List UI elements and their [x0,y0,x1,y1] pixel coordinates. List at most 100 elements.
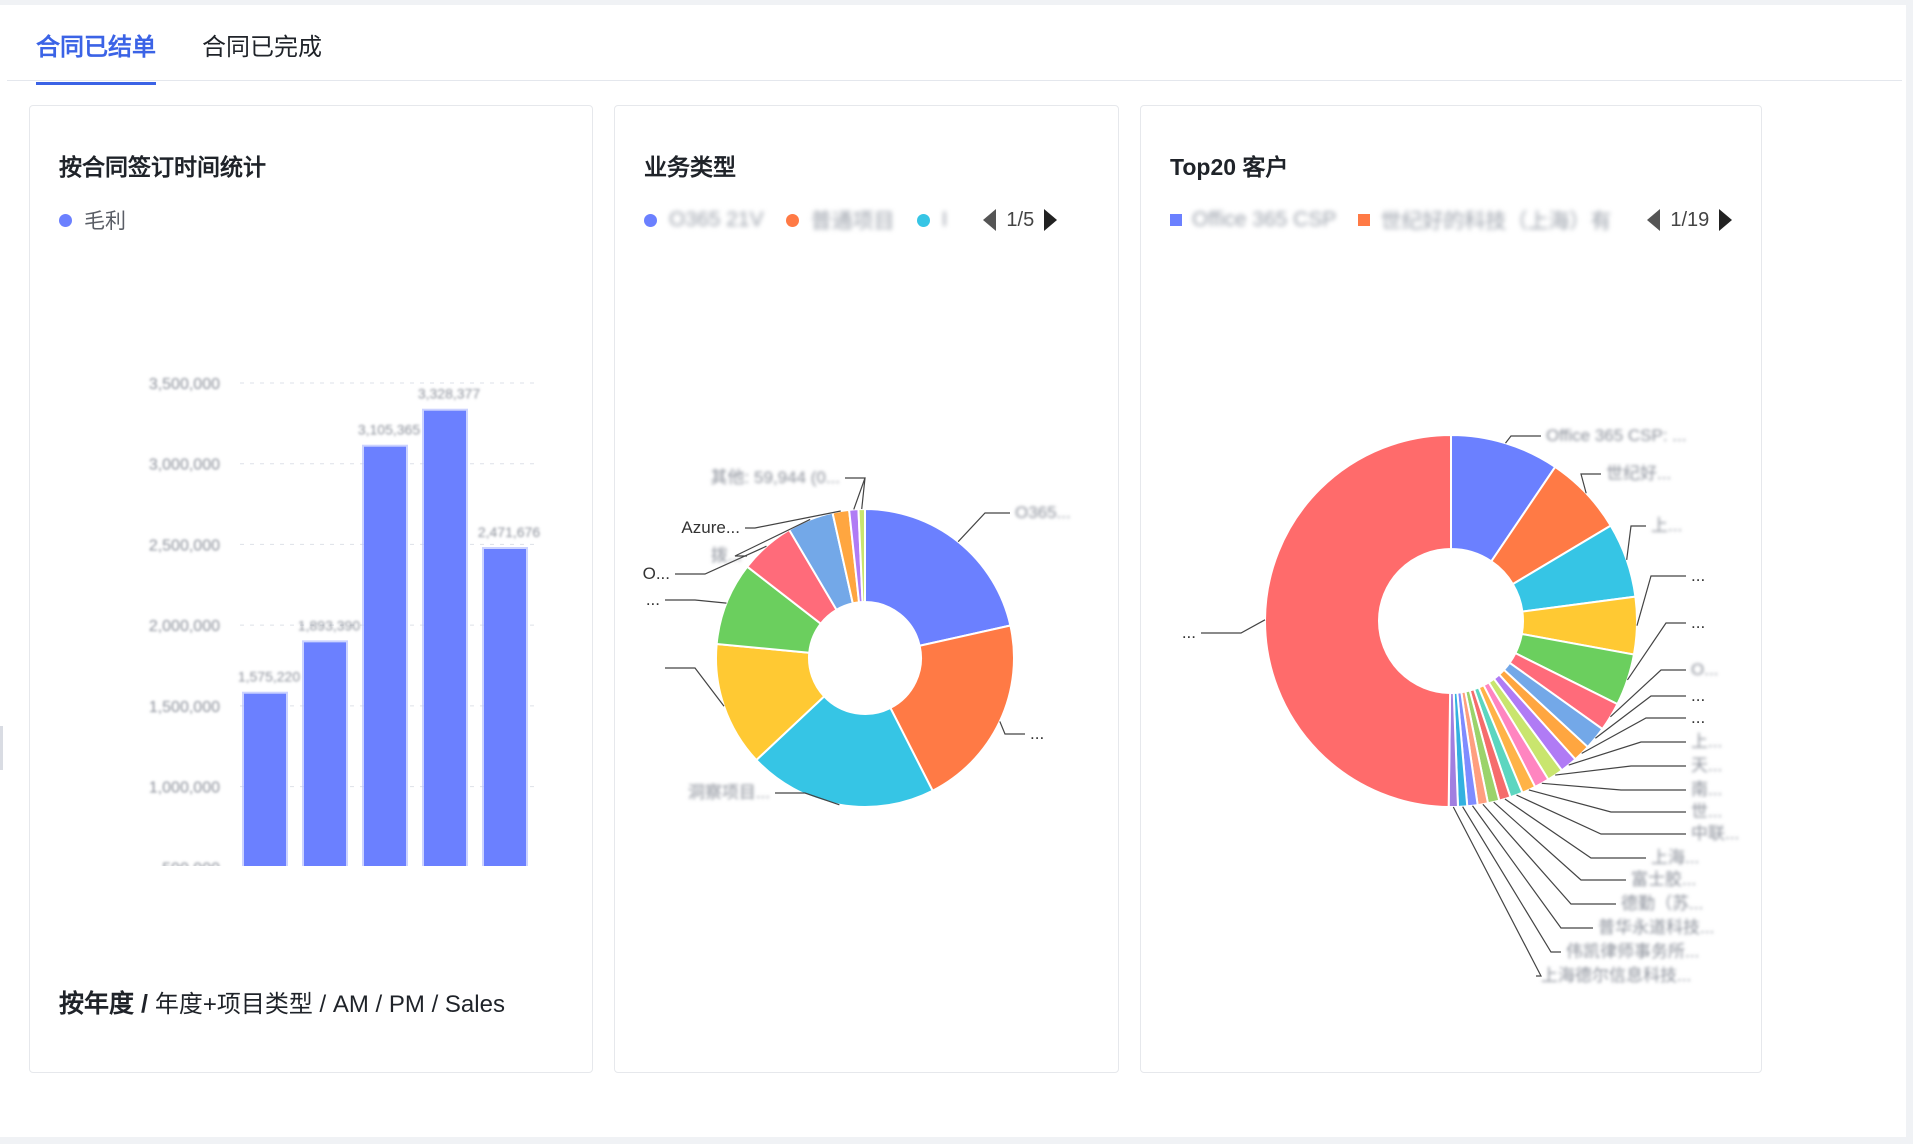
prev-page-icon[interactable] [1647,209,1661,231]
bar-value-label: 1,893,390 [298,617,360,633]
leader-line [1504,798,1646,859]
legend-dot-icon [916,213,930,227]
tab-bar: 合同已结单 合同已完成 [7,5,1902,85]
leader-line [1626,525,1646,560]
leader-line [1452,806,1542,977]
y-tick-label: 3,000,000 [149,457,220,474]
leader-line [1462,806,1561,953]
legend-square-icon [1170,214,1182,226]
slice-label: 世... [1691,802,1722,821]
dimension-separator: / [134,990,155,1018]
bar-value-label: 3,328,377 [418,386,480,402]
legend-dot-icon [785,213,799,227]
bar [364,446,406,866]
card-top20-customers: Top20 客户 Office 365 CSP 世纪好的科技（上海）有 1/19… [1140,105,1762,1073]
donut-slice[interactable] [857,507,866,604]
legend-dot-icon [59,213,72,227]
business-type-donut: O365...... 洞察项目...... O... 拨... Azure... 其他: … [643,468,1071,808]
donut-slice[interactable] [1264,433,1452,808]
leader-line [1482,803,1616,905]
bar [304,642,346,866]
legend-label: Office 365 CSP [1192,208,1337,231]
slice-label: 其他: 59,944 (0... [711,468,840,487]
dimension-pm[interactable]: PM [388,991,425,1018]
donut-slice[interactable] [864,507,1012,647]
tab-contract-closed[interactable]: 合同已结单 [36,27,156,85]
legend-item[interactable]: O365 21V [644,208,764,232]
slice-label: 中联... [1691,824,1739,843]
legend-label: O365 21V [669,208,764,231]
y-tick-label: 3,500,000 [149,376,220,393]
page: 合同已结单 合同已完成 按合同签订时间统计 毛利 0500,0001,000,0… [0,5,1906,1137]
slice-label: Azure... [681,518,740,537]
leader-line [1472,805,1593,929]
leader-line [665,599,727,604]
donut-slice[interactable] [889,624,1015,793]
slice-label: O365... [1015,503,1071,522]
leader-line [1555,765,1686,776]
dimension-am[interactable]: AM [332,991,369,1018]
slice-label: 上... [1691,732,1722,751]
dimension-separator: / [424,991,445,1018]
slice-label: ... [1691,613,1705,632]
legend-item[interactable]: Office 365 CSP [1170,208,1336,232]
y-tick-label: 1,500,000 [149,699,220,716]
card-title: 按合同签订时间统计 [59,154,266,180]
prev-page-icon[interactable] [983,209,997,231]
legend-dot-icon [644,213,657,227]
bar-value-label: 2,471,676 [478,524,540,540]
pager-text: 1/19 [1670,208,1710,231]
dimension-separator: / [312,991,333,1018]
legend-item[interactable]: I [916,208,947,232]
card-time-stats: 按合同签订时间统计 毛利 0500,0001,000,0001,500,0002… [29,105,593,1073]
leader-line [1636,575,1686,626]
leader-line [1568,741,1686,766]
pager-text: 1/5 [1006,208,1035,231]
bar-value-label: 3,105,365 [358,422,420,438]
slice-label: ... [1182,623,1196,642]
slice-label: 洞察项目... [688,783,770,802]
legend-item[interactable]: 普通项目 [785,205,895,235]
dimension-year-project-type[interactable]: 年度+项目类型 [154,991,313,1018]
dimension-switcher: 按年度 / 年度+项目类型 / AM / PM / Sales [59,984,505,1020]
leader-line [1581,717,1686,754]
slice-label: 拨... [711,546,742,565]
legend-pager: 1/5 [983,208,1058,232]
legend-item[interactable]: 世纪好的科技（上海）有 [1358,205,1611,235]
slice-label: 普华永道科技... [1598,918,1714,937]
leader-line [1626,622,1686,681]
leader-line [1493,801,1626,881]
leader-line [999,721,1025,735]
slice-label: 天... [1691,756,1722,775]
legend-square-icon [1358,214,1371,226]
bar [484,549,526,866]
bar [424,410,466,866]
leader-line [1516,794,1686,835]
dimension-sales[interactable]: Sales [444,991,505,1018]
donut-slice[interactable] [754,694,934,808]
chart-legend: Office 365 CSP 世纪好的科技（上海）有 1/19 [1170,205,1733,235]
slice-label: ... [1030,724,1044,743]
donut-slice[interactable] [715,642,826,762]
slice-label: ... [646,590,660,609]
leader-line [745,510,841,529]
top20-donut: Office 365 CSP: ... 世纪好... 上......... O....… [1182,426,1739,985]
slice-label: ... [1691,566,1705,585]
slice-label: 德勤（苏... [1621,894,1703,913]
bar [244,693,286,866]
dimension-by-year[interactable]: 按年度 [59,990,135,1018]
bar-value-label: 1,575,220 [238,669,300,685]
leader-line [957,512,1010,543]
leader-line [775,792,840,806]
next-page-icon[interactable] [1044,209,1058,231]
tab-contract-completed[interactable]: 合同已完成 [202,34,322,61]
leader-line [1201,619,1266,634]
leader-line [1580,473,1601,494]
leader-line [665,667,725,707]
chart-legend[interactable]: 毛利 [59,205,126,235]
leader-line [1541,782,1686,791]
next-page-icon[interactable] [1719,209,1733,231]
y-tick-label: 2,500,000 [149,537,220,554]
slice-label: 上海德尔信息科技... [1541,966,1691,985]
side-collapse-handle[interactable] [0,726,3,770]
